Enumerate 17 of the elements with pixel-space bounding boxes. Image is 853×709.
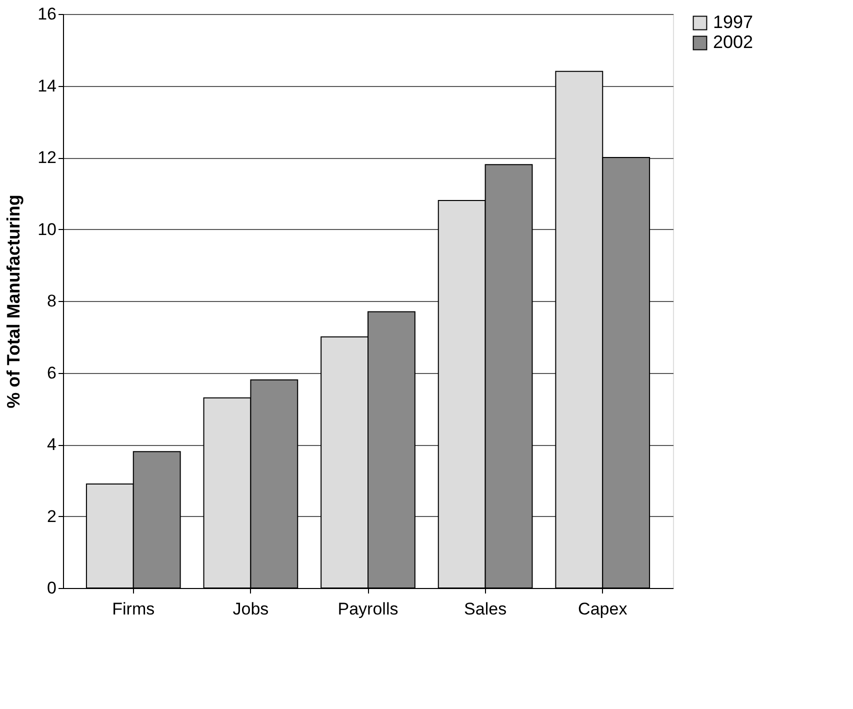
y-tick-label: 8	[47, 292, 56, 310]
y-axis-title: % of Total Manufacturing	[4, 194, 24, 408]
x-tick-label: Jobs	[232, 600, 269, 618]
y-tick-label: 6	[47, 363, 56, 382]
legend-label: 1997	[713, 12, 754, 32]
y-tick-label: 0	[47, 578, 56, 598]
y-tick-label: 16	[38, 4, 56, 24]
y-tick-label: 2	[47, 506, 56, 526]
x-tick-label: Payrolls	[338, 600, 398, 618]
x-tick-label: Firms	[112, 600, 155, 618]
x-tick-label: Sales	[464, 600, 507, 618]
y-tick-label: 14	[38, 76, 56, 96]
legend-label: 2002	[713, 32, 754, 52]
y-tick-label: 10	[38, 220, 56, 239]
x-tick-label: Capex	[578, 600, 628, 618]
y-tick-label: 12	[38, 148, 56, 167]
y-tick-label: 4	[47, 435, 56, 454]
